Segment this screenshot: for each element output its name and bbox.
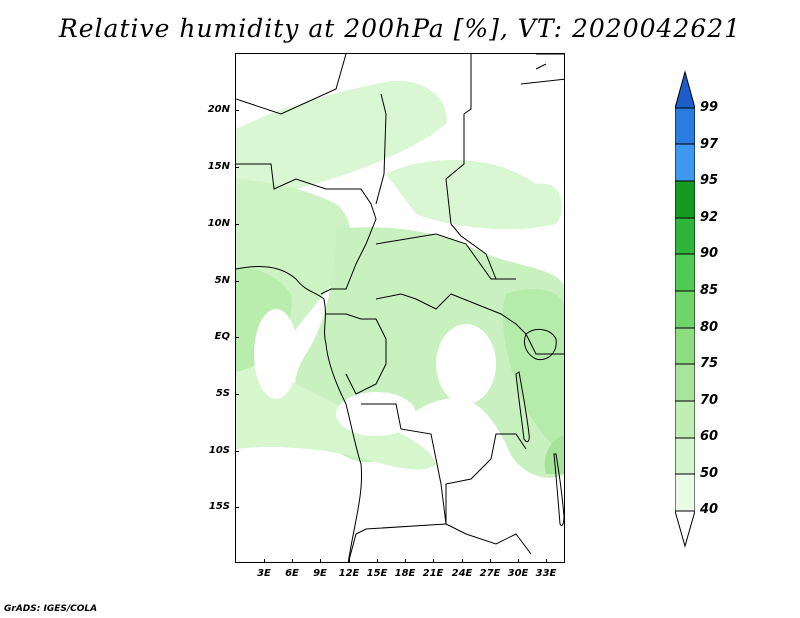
lake-malawi: [553, 453, 564, 527]
lake-tanganyika: [515, 371, 530, 443]
country-border-south: [348, 523, 447, 562]
lat-label: 5S: [215, 388, 230, 399]
lon-label: 18E: [394, 568, 416, 579]
lat-tick: [235, 394, 239, 395]
coastline-east: [520, 54, 564, 85]
colorbar-label: 40: [700, 502, 719, 517]
colorbar: [675, 70, 695, 548]
colorbar-segment-80-85: [675, 290, 695, 329]
lon-tick: [292, 559, 293, 563]
country-border-west: [236, 54, 347, 115]
lat-label: 10S: [208, 445, 230, 456]
colorbar-label: 92: [700, 210, 719, 225]
dry-pocket-west: [254, 309, 298, 399]
lat-label: 5N: [214, 275, 230, 286]
lat-tick: [235, 224, 239, 225]
dry-pocket-central: [436, 324, 496, 404]
lon-label: 30E: [507, 568, 529, 579]
lat-tick: [235, 167, 239, 168]
lon-tick: [320, 559, 321, 563]
humidity-map: [236, 54, 564, 562]
lat-label: 20N: [207, 104, 230, 115]
colorbar-label: 99: [700, 100, 719, 115]
colorbar-label: 50: [700, 466, 719, 481]
lat-label: EQ: [214, 331, 230, 342]
map-panel[interactable]: [235, 53, 565, 563]
lon-tick: [518, 559, 519, 563]
dry-pocket-south: [336, 392, 416, 436]
colorbar-segment-95-97: [675, 143, 695, 182]
lon-label: 24E: [451, 568, 473, 579]
lat-tick: [235, 110, 239, 111]
country-border-chad: [375, 93, 387, 205]
borders: [236, 54, 564, 562]
lon-tick: [462, 559, 463, 563]
lon-tick: [264, 559, 265, 563]
colorbar-segment-75-80: [675, 327, 695, 365]
lon-label: 15E: [366, 568, 388, 579]
lat-tick: [235, 337, 239, 338]
colorbar-label: 90: [700, 246, 719, 261]
colorbar-label: 80: [700, 320, 719, 335]
lat-tick: [235, 451, 239, 452]
colorbar-segment-92-95: [675, 180, 695, 219]
colorbar-label: 70: [700, 393, 719, 408]
lon-label: 12E: [338, 568, 360, 579]
colorbar-label: 97: [700, 137, 719, 152]
colorbar-segment-50-60: [675, 437, 695, 475]
colorbar-segment-97-99: [675, 107, 695, 145]
country-border-congo: [326, 313, 387, 395]
lon-label: 9E: [313, 568, 327, 579]
lat-label: 15S: [208, 501, 230, 512]
colorbar-label: 95: [700, 173, 719, 188]
humidity-shading: [236, 80, 564, 478]
colorbar-label: 75: [700, 356, 719, 371]
lon-label: 3E: [257, 568, 271, 579]
lon-tick: [377, 559, 378, 563]
country-border-car: [375, 233, 516, 280]
lon-tick: [433, 559, 434, 563]
country-border-drc: [375, 293, 564, 355]
colorbar-segment-90-92: [675, 217, 695, 255]
colorbar-segment-40-50: [675, 473, 695, 512]
humidity-band-east: [502, 289, 564, 453]
colorbar-segment-70-75: [675, 363, 695, 402]
lake-victoria: [523, 328, 557, 361]
map-title: Relative humidity at 200hPa [%], VT: 202…: [58, 14, 742, 43]
lon-label: 33E: [535, 568, 557, 579]
lon-label: 6E: [285, 568, 299, 579]
lon-label: 27E: [479, 568, 501, 579]
lat-tick: [235, 507, 239, 508]
lat-label: 10N: [207, 218, 230, 229]
colorbar-segment-85-90: [675, 253, 695, 292]
lon-tick: [546, 559, 547, 563]
humidity-band-north: [236, 80, 447, 194]
lon-tick: [490, 559, 491, 563]
colorbar-label: 60: [700, 429, 719, 444]
country-border-zambia: [445, 433, 527, 524]
colorbar-bottom-triangle: [675, 510, 695, 548]
lon-tick: [349, 559, 350, 563]
coastline-west-africa: [236, 265, 363, 562]
country-border-angola: [361, 403, 532, 555]
grads-credit: GrADS: IGES/COLA: [4, 604, 98, 614]
lat-label: 15N: [207, 161, 230, 172]
colorbar-label: 85: [700, 283, 719, 298]
lon-label: 21E: [422, 568, 444, 579]
country-border-sahel: [236, 163, 377, 295]
humidity-band-northeast: [386, 160, 562, 230]
country-border-sudan: [445, 54, 497, 280]
colorbar-segment-60-70: [675, 400, 695, 439]
lat-tick: [235, 281, 239, 282]
lon-tick: [405, 559, 406, 563]
colorbar-top-triangle: [675, 70, 695, 109]
